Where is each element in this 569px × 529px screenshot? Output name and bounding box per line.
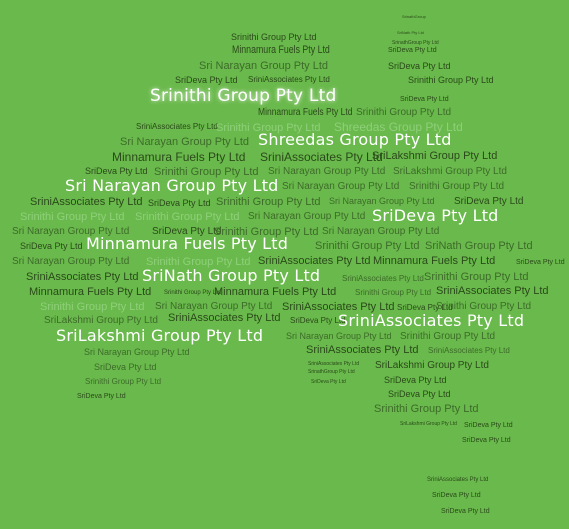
cloud-word: Srinithi Group Pty Ltd <box>214 226 319 238</box>
cloud-word: SriLakshmi Group Pty Ltd <box>44 315 158 326</box>
cloud-word: Srinithi Group Pty Ltd <box>408 75 494 85</box>
cloud-word: Srinithi Group Pty Ltd <box>146 256 251 268</box>
cloud-word: SriDeva Pty Ltd <box>152 226 222 237</box>
cloud-word: Sri Narayan Group Pty Ltd <box>12 226 130 237</box>
cloud-word: Srinithi Group Pty Ltd <box>355 288 432 297</box>
cloud-word: SriDeva Pty Ltd <box>441 508 490 515</box>
cloud-word: Srinithi Group Pty Ltd <box>85 377 162 386</box>
cloud-word: SriniAssociates Pty Ltd <box>136 122 218 131</box>
cloud-word: Srinithi Group Pty Ltd <box>436 301 532 312</box>
cloud-word: SriDeva Pty Ltd <box>388 61 451 71</box>
cloud-word: SriDeva Pty Ltd <box>454 196 524 207</box>
cloud-word: SriDeva Pty Ltd <box>77 393 126 400</box>
cloud-word: SriDeva Pty Ltd <box>516 259 565 266</box>
cloud-word: SriDeva Pty Ltd <box>290 316 346 325</box>
cloud-word: Minnamura Fuels Pty Ltd <box>112 150 246 164</box>
cloud-word: SriLakshmi Group Pty Ltd <box>375 360 489 371</box>
cloud-word: SriniAssociates Pty Ltd <box>436 285 549 297</box>
cloud-word: SriniAssociates Pty Ltd <box>260 150 383 164</box>
cloud-word: SriniAssociates Pty Ltd <box>338 311 525 330</box>
cloud-word: SriniAssociates Pty Ltd <box>30 196 143 208</box>
cloud-word: Srinithi Group Pty Ltd <box>20 211 125 223</box>
cloud-word: SriniAssociates Pty Ltd <box>427 477 489 483</box>
cloud-word: Srinithi Group Pty Ltd <box>40 301 145 313</box>
cloud-word: SriniAssociates Pty Ltd <box>248 75 330 84</box>
cloud-word: Sri Narayan Group Pty Ltd <box>286 331 392 341</box>
cloud-word: SriniAssociates Pty Ltd <box>282 301 395 313</box>
cloud-word: SriDeva Pty Ltd <box>372 206 499 225</box>
cloud-word: Srinithi Group Pty Ltd <box>424 271 529 283</box>
cloud-word: Shreedas Group Pty Ltd <box>258 130 452 149</box>
cloud-word: Sri Narayan Group Pty Ltd <box>329 196 435 206</box>
cloud-word: SriLakshmi Group Pty Ltd <box>393 166 507 177</box>
cloud-word: Sri Narayan Group Pty Ltd <box>120 136 250 148</box>
cloud-word: Minnamura Fuels Pty Ltd <box>86 234 289 253</box>
cloud-word: SriDeva Pty Ltd <box>85 166 148 176</box>
cloud-word: SriDeva Pty Ltd <box>20 241 83 251</box>
cloud-word: Srinithi Group Pty Ltd <box>315 240 420 252</box>
cloud-word: Srinithi Group Pty Ltd <box>400 331 496 342</box>
cloud-word: SriniAssociates Pty Ltd <box>308 361 360 367</box>
cloud-word: Minnamura Fuels Pty Ltd <box>29 286 152 298</box>
cloud-word: SriniAssociates Pty Ltd <box>258 255 371 267</box>
cloud-word: SriDeva Pty Ltd <box>148 198 211 208</box>
cloud-word: SriDeva Pty Ltd <box>397 303 453 312</box>
cloud-word: Srinithi Group Pty Ltd <box>135 211 240 223</box>
cloud-word: SriniAssociates Pty Ltd <box>342 274 424 283</box>
cloud-word: Srinithi Group Pty Ltd <box>164 290 222 296</box>
cloud-word: Sri Narayan Group Pty Ltd <box>322 226 440 237</box>
cloud-word: Srinithi Group Pty Ltd <box>409 181 505 192</box>
cloud-word: SriDeva Pty Ltd <box>464 422 513 429</box>
cloud-word: SriDeva Pty Ltd <box>400 96 449 103</box>
cloud-word: SriNath Group Pty Ltd <box>425 240 533 252</box>
cloud-word: Srinithi Group Pty Ltd <box>154 166 259 178</box>
cloud-word: Sri Narayan Group Pty Ltd <box>248 211 366 222</box>
cloud-word: SriNath Pty Ltd <box>397 30 424 35</box>
cloud-word: Minnamura Fuels Pty Ltd <box>232 44 330 56</box>
cloud-word: SriLakshmi Group Pty Ltd <box>372 150 498 162</box>
cloud-word: SriLakshmi Group Pty Ltd <box>56 326 264 345</box>
cloud-word: Srinithi Group Pty Ltd <box>231 32 317 42</box>
cloud-word: Srinithi Group Pty Ltd <box>356 107 452 118</box>
cloud-word: SriniAssociates Pty Ltd <box>428 346 510 355</box>
cloud-word: SriDeva Pty Ltd <box>311 379 346 385</box>
cloud-word: SrinathGroup Pty Ltd <box>392 40 439 46</box>
cloud-word: Sri Narayan Group Pty Ltd <box>155 301 273 312</box>
cloud-word: Minnamura Fuels Pty Ltd <box>258 107 353 118</box>
cloud-word: SriDeva Pty Ltd <box>462 437 511 444</box>
cloud-word: SrinathGroup Pty Ltd <box>308 369 355 375</box>
cloud-word: SriNath Group Pty Ltd <box>142 266 321 285</box>
cloud-word: SriDeva Pty Ltd <box>388 47 437 54</box>
cloud-word: Sri Narayan Group Pty Ltd <box>12 256 130 267</box>
cloud-word: Srinithi Group Pty Ltd <box>216 122 321 134</box>
cloud-word: SriDeva Pty Ltd <box>388 389 451 399</box>
cloud-word: SriDeva Pty Ltd <box>175 75 238 85</box>
cloud-word: SriniAssociates Pty Ltd <box>168 312 281 324</box>
cloud-word: SriDeva Pty Ltd <box>94 362 157 372</box>
cloud-word: Shreedas Group Pty Ltd <box>334 120 463 134</box>
cloud-word: Minnamura Fuels Pty Ltd <box>214 286 337 298</box>
cloud-word: SriLakshmi Group Pty Ltd <box>400 421 457 427</box>
cloud-word: Sri Narayan Group Pty Ltd <box>84 347 190 357</box>
cloud-word: SriniAssociates Pty Ltd <box>306 344 419 356</box>
cloud-word: Minnamura Fuels Pty Ltd <box>373 255 496 267</box>
cloud-word: Srinithi Group Pty Ltd <box>216 196 321 208</box>
cloud-word: Srinithi Group Pty Ltd <box>150 86 337 106</box>
cloud-word: Sri Narayan Group Pty Ltd <box>199 60 329 72</box>
cloud-word: SriDeva Pty Ltd <box>384 375 447 385</box>
cloud-word: SriniAssociates Pty Ltd <box>26 271 139 283</box>
cloud-word: Sri Narayan Group Pty Ltd <box>65 176 279 195</box>
cloud-word: SriDeva Pty Ltd <box>432 492 481 499</box>
cloud-word: Srinithi Group Pty Ltd <box>374 403 479 415</box>
cloud-word: Sri Narayan Group Pty Ltd <box>268 166 386 177</box>
cloud-word: SrinathGroup <box>402 14 426 19</box>
cloud-word: Sri Narayan Group Pty Ltd <box>282 181 400 192</box>
